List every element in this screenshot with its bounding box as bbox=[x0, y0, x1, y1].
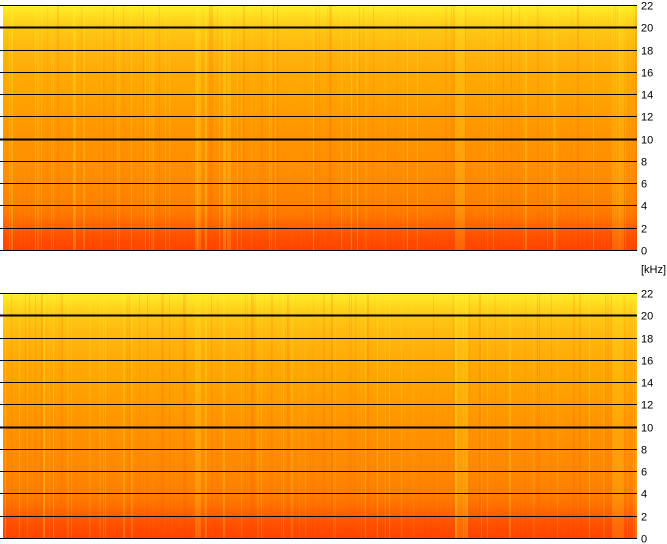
y-tick-label-12: 12 bbox=[641, 400, 653, 412]
spectrogram-noise bbox=[3, 293, 637, 538]
y-tick-label-10: 10 bbox=[641, 135, 653, 147]
spectrogram-noise bbox=[3, 5, 637, 250]
spectrogram-top-svg: 0 2 4 6 8 10 12 14 16 18 20 22 bbox=[0, 1, 653, 257]
spectrogram-bottom-svg: 0 2 4 6 8 10 12 14 16 18 20 22 bbox=[0, 289, 653, 544]
y-tick-label-10: 10 bbox=[641, 423, 653, 435]
spectrogram-bottom-panel: 0 2 4 6 8 10 12 14 16 18 20 22 bbox=[0, 288, 667, 544]
y-tick-label-16: 16 bbox=[641, 356, 653, 368]
y-tick-label-6: 6 bbox=[641, 467, 647, 479]
y-tick-label-0: 0 bbox=[641, 534, 647, 544]
y-tick-label-6: 6 bbox=[641, 179, 647, 191]
spectrogram-top-panel: 0 2 4 6 8 10 12 14 16 18 20 22 bbox=[0, 0, 667, 256]
y-tick-label-16: 16 bbox=[641, 68, 653, 80]
y-tick-label-2: 2 bbox=[641, 224, 647, 236]
y-tick-label-14: 14 bbox=[641, 378, 653, 390]
y-tick-label-8: 8 bbox=[641, 157, 647, 169]
y-tick-label-22: 22 bbox=[641, 1, 653, 13]
y-tick-label-12: 12 bbox=[641, 112, 653, 124]
y-tick-label-22: 22 bbox=[641, 289, 653, 301]
frequency-unit-label: [kHz] bbox=[641, 264, 667, 276]
y-tick-label-18: 18 bbox=[641, 334, 653, 346]
spectrogram-bottom-plot: 0 2 4 6 8 10 12 14 16 18 20 22 bbox=[0, 289, 653, 544]
y-tick-label-20: 20 bbox=[641, 23, 653, 35]
y-tick-label-4: 4 bbox=[641, 201, 647, 213]
y-tick-label-18: 18 bbox=[641, 46, 653, 58]
y-tick-label-4: 4 bbox=[641, 489, 647, 501]
y-tick-label-14: 14 bbox=[641, 90, 653, 102]
y-tick-label-2: 2 bbox=[641, 512, 647, 524]
y-tick-label-20: 20 bbox=[641, 311, 653, 323]
y-tick-label-0: 0 bbox=[641, 246, 647, 257]
y-tick-label-8: 8 bbox=[641, 445, 647, 457]
spectrogram-top-plot: 0 2 4 6 8 10 12 14 16 18 20 22 bbox=[0, 1, 653, 257]
